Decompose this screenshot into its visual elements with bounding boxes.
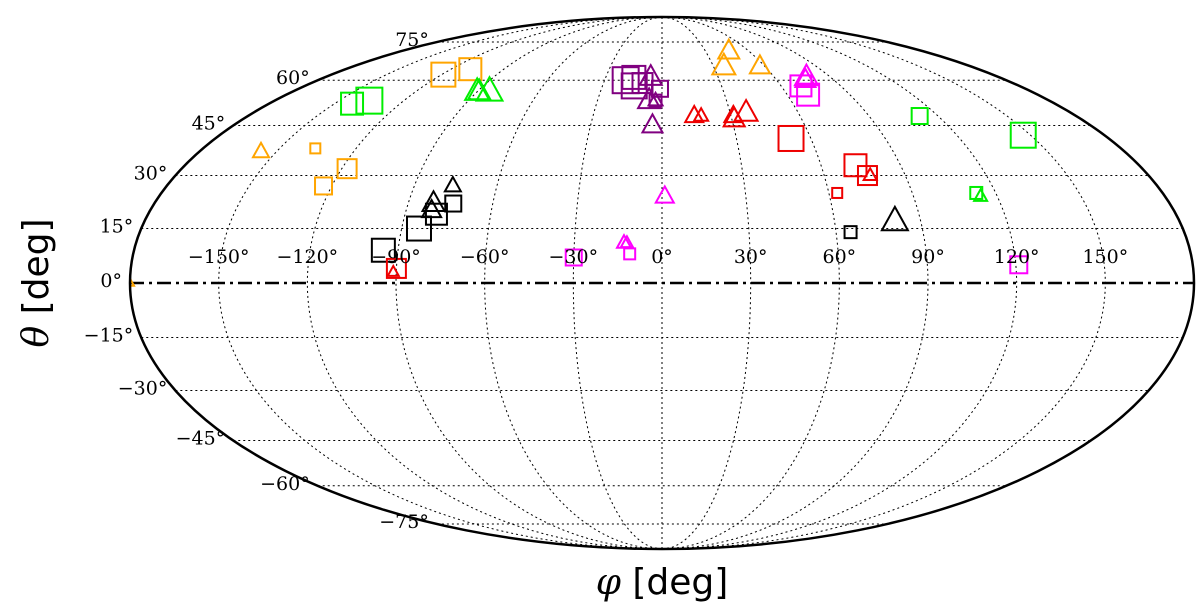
red-triangle-marker xyxy=(386,263,401,277)
black-square-marker xyxy=(405,215,432,242)
purple-triangle-marker xyxy=(646,90,665,107)
x-tick-label: 60° xyxy=(822,246,856,268)
magenta-square-marker xyxy=(623,247,637,261)
purple-triangle-marker xyxy=(636,86,662,110)
orange-square-marker xyxy=(309,142,322,155)
red-square-marker xyxy=(831,186,844,199)
x-tick-label: 90° xyxy=(911,246,945,268)
black-square-marker xyxy=(843,225,858,240)
orange-square-marker xyxy=(314,176,334,196)
x-tick-label: 0° xyxy=(651,246,673,268)
y-axis-label: θ [deg] xyxy=(16,218,57,347)
y-tick-label: −15° xyxy=(84,324,134,346)
orange-square-marker xyxy=(430,61,457,88)
meridian-line xyxy=(661,16,1018,550)
green-triangle-marker xyxy=(474,75,505,102)
black-triangle-marker xyxy=(420,189,447,213)
data-markers xyxy=(130,37,1037,287)
tick-labels: −150° −120° −90° −60° −30° 0° 30° 60° 90° 120° 150… xyxy=(84,29,1129,533)
black-square-marker xyxy=(424,202,448,226)
y-tick-label: −45° xyxy=(176,427,226,449)
red-triangle-marker xyxy=(732,98,760,122)
x-tick-label: 150° xyxy=(1082,246,1128,268)
black-square-marker xyxy=(370,237,396,263)
magenta-square-marker xyxy=(564,248,583,267)
red-square-marker xyxy=(777,124,805,152)
orange-triangle-marker xyxy=(748,53,772,75)
magenta-square-marker xyxy=(796,82,821,107)
orange-triangle-marker xyxy=(710,51,738,76)
y-tick-label: 75° xyxy=(395,29,429,51)
y-tick-label: −75° xyxy=(379,511,429,533)
orange-triangle-marker xyxy=(716,37,741,60)
orange-triangle-marker xyxy=(130,276,136,287)
black-triangle-marker xyxy=(443,174,463,193)
x-tick-label: −90° xyxy=(371,246,421,268)
y-tick-label: −30° xyxy=(118,377,168,399)
magenta-triangle-marker xyxy=(654,184,676,204)
orange-square-marker xyxy=(458,57,483,82)
magenta-triangle-marker xyxy=(793,62,820,87)
green-square-marker xyxy=(355,86,384,115)
y-tick-label: 60° xyxy=(276,67,310,89)
magenta-triangle-marker xyxy=(619,234,635,249)
red-triangle-marker xyxy=(861,166,879,181)
green-square-marker xyxy=(340,91,365,116)
x-tick-label: −60° xyxy=(460,246,510,268)
black-triangle-marker xyxy=(880,204,910,232)
black-triangle-marker xyxy=(420,197,443,219)
purple-square-marker xyxy=(611,66,640,95)
y-tick-label: 30° xyxy=(134,163,168,185)
y-tick-label: 0° xyxy=(100,270,122,292)
purple-triangle-marker xyxy=(640,112,665,134)
purple-triangle-marker xyxy=(638,63,664,86)
meridian-line xyxy=(661,16,752,550)
green-square-marker xyxy=(910,107,929,126)
orange-square-marker xyxy=(336,158,358,180)
green-triangle-marker xyxy=(972,187,989,202)
x-tick-label: −120° xyxy=(276,246,338,268)
green-square-marker xyxy=(1009,121,1037,149)
x-tick-label: 120° xyxy=(994,246,1040,268)
orange-triangle-marker xyxy=(251,140,271,159)
x-tick-label: −150° xyxy=(188,246,250,268)
red-triangle-marker xyxy=(692,106,710,122)
black-square-marker xyxy=(444,194,463,213)
magenta-square-marker xyxy=(1009,255,1029,275)
x-axis-label: φ [deg] xyxy=(596,562,729,603)
x-tick-label: −30° xyxy=(549,246,599,268)
red-square-marker xyxy=(856,165,878,187)
y-tick-label: 15° xyxy=(100,216,134,238)
y-tick-label: 45° xyxy=(192,113,226,135)
x-tick-label: 30° xyxy=(734,246,768,268)
magenta-triangle-marker xyxy=(793,66,818,89)
red-square-marker xyxy=(385,257,407,279)
meridian-line xyxy=(306,16,663,550)
plot-boundary xyxy=(128,15,1196,551)
y-tick-label: −60° xyxy=(260,473,310,495)
